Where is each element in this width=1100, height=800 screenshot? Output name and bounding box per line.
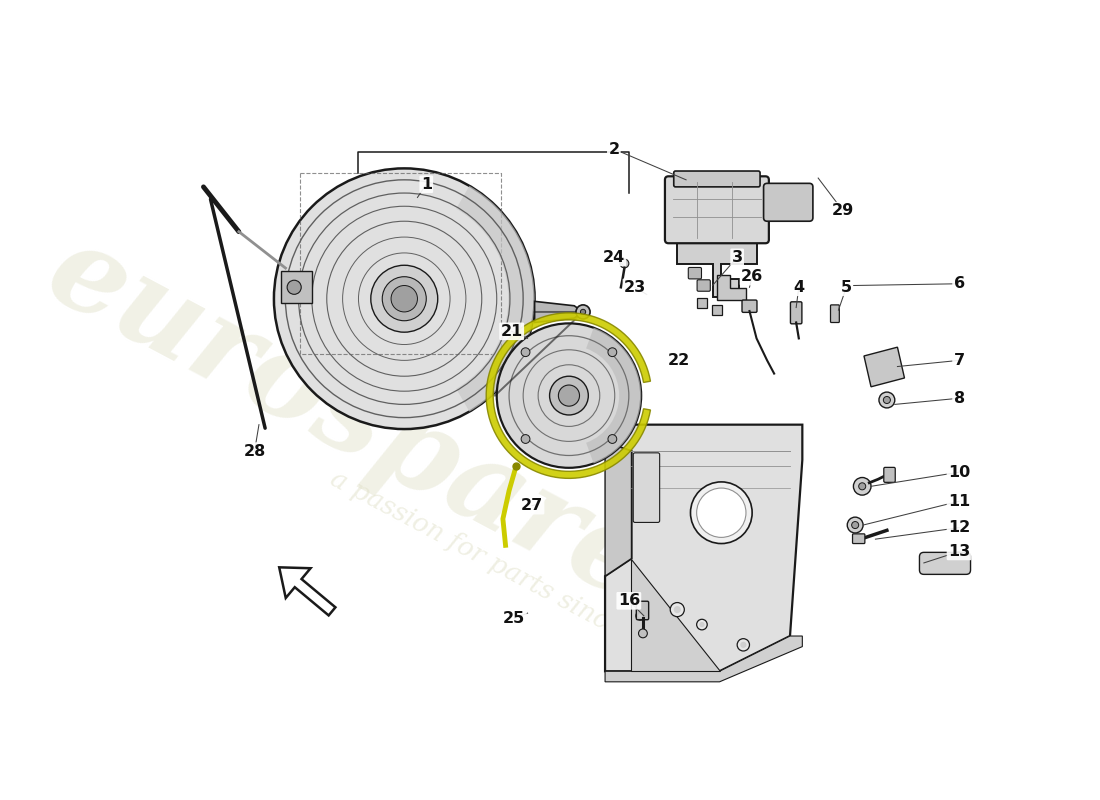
Text: 13: 13 xyxy=(948,544,970,559)
Wedge shape xyxy=(586,328,641,463)
Circle shape xyxy=(851,522,859,529)
Circle shape xyxy=(854,478,871,495)
Text: 8: 8 xyxy=(954,390,965,406)
Text: a passion for parts since 1985: a passion for parts since 1985 xyxy=(327,466,693,678)
FancyBboxPatch shape xyxy=(712,306,722,315)
Text: 2: 2 xyxy=(608,142,619,157)
Circle shape xyxy=(696,619,707,630)
FancyBboxPatch shape xyxy=(634,453,660,522)
Polygon shape xyxy=(535,302,583,322)
Text: 7: 7 xyxy=(954,353,965,368)
FancyBboxPatch shape xyxy=(920,552,970,574)
Circle shape xyxy=(620,259,629,268)
Circle shape xyxy=(670,602,684,617)
Text: 5: 5 xyxy=(840,280,851,294)
Circle shape xyxy=(638,629,647,638)
Circle shape xyxy=(521,348,530,357)
Text: 10: 10 xyxy=(948,465,970,480)
FancyBboxPatch shape xyxy=(883,467,895,482)
FancyBboxPatch shape xyxy=(674,171,760,187)
Circle shape xyxy=(581,310,585,314)
FancyBboxPatch shape xyxy=(697,280,711,291)
Circle shape xyxy=(691,482,752,543)
Circle shape xyxy=(274,168,535,429)
Text: 29: 29 xyxy=(832,203,854,218)
Circle shape xyxy=(638,614,642,618)
Text: 23: 23 xyxy=(624,280,646,294)
Circle shape xyxy=(636,611,645,620)
Polygon shape xyxy=(605,636,802,682)
Text: 22: 22 xyxy=(668,353,690,368)
Text: eurospares: eurospares xyxy=(29,213,727,658)
FancyBboxPatch shape xyxy=(852,534,865,543)
Circle shape xyxy=(737,638,749,651)
Polygon shape xyxy=(605,442,631,576)
Text: 16: 16 xyxy=(618,594,640,608)
Text: 3: 3 xyxy=(732,250,742,265)
Text: 4: 4 xyxy=(793,280,804,294)
Polygon shape xyxy=(631,558,719,671)
FancyBboxPatch shape xyxy=(664,176,769,243)
FancyBboxPatch shape xyxy=(830,305,839,322)
Circle shape xyxy=(576,305,590,319)
FancyBboxPatch shape xyxy=(697,298,707,308)
Circle shape xyxy=(550,376,588,415)
Text: 21: 21 xyxy=(500,324,522,339)
Text: 28: 28 xyxy=(243,443,266,458)
Circle shape xyxy=(883,397,890,403)
Text: 12: 12 xyxy=(948,520,970,535)
Polygon shape xyxy=(279,567,335,615)
Circle shape xyxy=(287,280,301,294)
FancyBboxPatch shape xyxy=(742,300,757,312)
Circle shape xyxy=(392,286,418,312)
Circle shape xyxy=(497,323,641,468)
Circle shape xyxy=(859,482,866,490)
Wedge shape xyxy=(456,186,535,412)
Circle shape xyxy=(559,385,580,406)
Text: 27: 27 xyxy=(520,498,543,513)
Polygon shape xyxy=(678,240,757,297)
Circle shape xyxy=(700,622,705,627)
Text: 1: 1 xyxy=(420,177,432,192)
Circle shape xyxy=(371,266,438,332)
Text: 11: 11 xyxy=(948,494,970,509)
Text: 6: 6 xyxy=(954,276,965,291)
Circle shape xyxy=(608,434,617,443)
Text: 24: 24 xyxy=(603,250,625,265)
Circle shape xyxy=(608,348,617,357)
Text: 25: 25 xyxy=(503,611,526,626)
Polygon shape xyxy=(717,275,746,300)
Polygon shape xyxy=(486,313,650,478)
Circle shape xyxy=(382,277,427,321)
Circle shape xyxy=(521,434,530,443)
Polygon shape xyxy=(864,347,904,386)
Circle shape xyxy=(740,642,747,648)
Polygon shape xyxy=(280,271,311,303)
Circle shape xyxy=(847,517,864,533)
Circle shape xyxy=(696,488,746,538)
FancyBboxPatch shape xyxy=(636,602,649,620)
FancyBboxPatch shape xyxy=(763,183,813,222)
FancyBboxPatch shape xyxy=(791,302,802,324)
Circle shape xyxy=(674,606,681,613)
FancyBboxPatch shape xyxy=(689,267,702,279)
Circle shape xyxy=(879,392,894,408)
Text: 26: 26 xyxy=(741,270,763,284)
Polygon shape xyxy=(605,425,802,671)
